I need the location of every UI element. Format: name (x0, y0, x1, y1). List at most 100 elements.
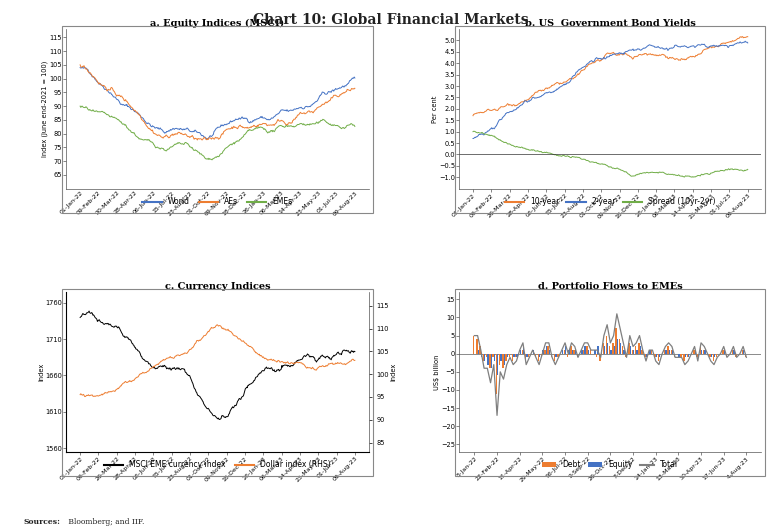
Bar (601, 350, 602, 354)
Bar (526, 354, 527, 358)
Bar (557, 354, 558, 358)
Bar (590, 350, 591, 354)
Bar (562, 350, 563, 354)
Bar (629, 346, 631, 354)
Bar (602, 343, 604, 354)
Bar (576, 354, 578, 358)
Bar (567, 354, 569, 358)
Bar (669, 350, 670, 354)
Bar (473, 335, 474, 354)
Bar (688, 354, 690, 358)
Bar (599, 354, 601, 361)
Legend: World, AEs, EMEs: World, AEs, EMEs (142, 197, 293, 206)
Bar (659, 354, 660, 358)
Bar (513, 354, 515, 358)
Title: d. Portfolio Flows to EMEs: d. Portfolio Flows to EMEs (538, 282, 683, 291)
Bar (745, 354, 747, 358)
Bar (700, 346, 701, 354)
Bar (646, 354, 647, 358)
Bar (523, 346, 524, 354)
Bar (478, 350, 479, 354)
Bar (546, 346, 547, 354)
Bar (570, 346, 572, 354)
Bar (499, 354, 501, 364)
Y-axis label: Index: Index (38, 363, 44, 381)
Bar (596, 354, 597, 358)
Bar (612, 343, 614, 354)
Bar (564, 350, 565, 354)
Legend: 10-year, 2-year, Spread (10yr-2yr): 10-year, 2-year, Spread (10yr-2yr) (505, 197, 715, 206)
Bar (481, 354, 482, 358)
Text: Sources:: Sources: (23, 518, 60, 526)
Bar (674, 354, 675, 358)
Legend: Debt, Equity, Total: Debt, Equity, Total (543, 460, 679, 469)
Bar (565, 346, 566, 354)
Bar (704, 350, 706, 354)
Bar (480, 346, 481, 354)
Bar (507, 354, 508, 358)
Bar (680, 354, 682, 358)
Bar (522, 350, 523, 354)
Bar (508, 354, 510, 358)
Bar (685, 354, 686, 358)
Bar (716, 354, 717, 358)
Bar (476, 339, 478, 354)
Bar (515, 354, 516, 358)
Bar (664, 350, 665, 354)
Bar (632, 350, 633, 354)
Y-axis label: US$ billion: US$ billion (433, 354, 440, 389)
Bar (683, 354, 685, 361)
Bar (620, 343, 622, 354)
Bar (572, 350, 573, 354)
Bar (597, 346, 599, 354)
Title: a. Equity Indices (MSCI): a. Equity Indices (MSCI) (151, 19, 284, 29)
Bar (633, 350, 634, 354)
Bar (594, 350, 596, 354)
Bar (483, 354, 484, 361)
Bar (703, 350, 704, 354)
Bar (709, 354, 711, 358)
Bar (544, 350, 546, 354)
Bar (609, 346, 611, 354)
Bar (656, 354, 657, 358)
Bar (712, 354, 714, 361)
Bar (638, 343, 640, 354)
Bar (733, 350, 735, 354)
Bar (525, 354, 526, 361)
Bar (583, 350, 584, 354)
Bar (516, 354, 518, 358)
Bar (494, 354, 495, 361)
Bar (555, 354, 557, 358)
Bar (496, 354, 497, 394)
Text: Chart 10: Global Financial Markets: Chart 10: Global Financial Markets (253, 13, 528, 27)
Bar (484, 354, 486, 361)
Bar (742, 350, 744, 354)
Bar (538, 354, 539, 361)
Bar (722, 350, 724, 354)
Bar (644, 354, 646, 358)
Bar (534, 354, 536, 358)
Bar (497, 354, 498, 376)
Bar (493, 354, 494, 358)
Bar (541, 354, 542, 358)
Bar (735, 354, 736, 358)
Bar (617, 339, 619, 354)
Bar (575, 350, 576, 354)
Bar (671, 350, 672, 354)
Bar (502, 354, 504, 368)
Bar (611, 350, 612, 354)
Bar (504, 354, 505, 364)
Text: Bloomberg; and IIF.: Bloomberg; and IIF. (66, 518, 144, 526)
Bar (732, 350, 733, 354)
Bar (701, 350, 702, 354)
Bar (584, 346, 586, 354)
Bar (554, 354, 555, 361)
Bar (549, 350, 550, 354)
Bar (711, 354, 712, 358)
Bar (505, 354, 507, 361)
Bar (486, 354, 487, 358)
Bar (615, 329, 617, 354)
Bar (519, 350, 521, 354)
Bar (489, 354, 490, 368)
Bar (606, 335, 607, 354)
